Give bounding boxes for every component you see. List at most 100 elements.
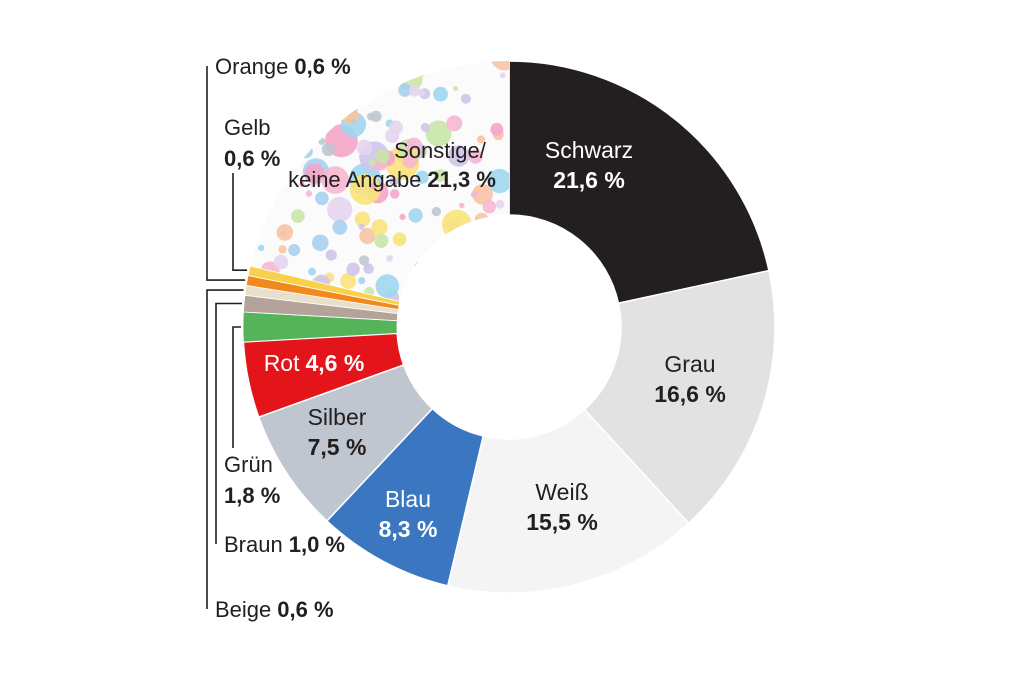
label-beige-name: Beige [215,597,271,622]
confetti-dot [482,200,496,214]
label-gruen-value: 1,8 % [224,483,280,508]
confetti-dot [462,231,479,247]
label-gelb: Gelb 0,6 % [224,115,280,171]
label-grau-value: 16,6 % [654,381,726,407]
confetti-dot [299,181,305,187]
label-blau-value: 8,3 % [379,516,438,542]
label-grau: Grau 16,6 % [654,351,726,407]
slice-schwarz [508,60,770,305]
confetti-dot [408,208,423,223]
confetti-dot [490,61,509,71]
confetti-dot [459,231,471,243]
confetti-dot [472,184,493,205]
confetti-dot [442,209,472,240]
label-rot-value: 4,6 % [305,350,364,376]
confetti-dot [299,144,313,159]
confetti-dot [358,67,371,80]
leader-braun [215,302,242,544]
confetti-dot [290,209,305,224]
label-braun-value: 1,0 % [289,532,345,557]
confetti-dot [448,145,470,167]
confetti-dot [433,86,448,102]
slice-grau [583,269,776,525]
confetti-dot [284,115,313,144]
label-weiss: Weiß 15,5 % [526,479,598,535]
confetti-dot [415,170,429,184]
confetti-dot [490,122,504,136]
confetti-dot [354,211,371,227]
label-orange: Orange 0,6 % [215,54,351,79]
confetti-dot [446,115,463,132]
label-sonstige-value: 21,3 % [427,167,496,192]
leader-lines [206,66,248,609]
label-weiss-name: Weiß [535,479,588,505]
label-schwarz: Schwarz 21,6 % [545,137,633,193]
confetti-dot [417,265,425,273]
label-braun-text: Braun 1,0 % [224,532,345,557]
confetti-dot [369,183,376,190]
confetti-dot [278,245,287,254]
label-beige-value: 0,6 % [277,597,333,622]
confetti-dot [283,90,294,102]
confetti-dot [271,103,279,111]
confetti-dot [477,135,485,144]
confetti-dot [419,275,433,290]
confetti-dot [304,163,325,184]
confetti-dot [282,106,289,113]
label-blau: Blau 8,3 % [379,486,438,542]
confetti-dot [273,123,290,139]
confetti-dot [497,246,506,255]
label-sonstige-name: Sonstige/ [394,138,487,163]
confetti-dot [431,206,442,217]
label-braun: Braun 1,0 % [224,532,345,557]
confetti-dot [250,86,263,100]
confetti-dot [408,85,421,97]
confetti-dot [332,220,348,235]
label-schwarz-value: 21,6 % [553,167,625,193]
confetti-dot [429,262,442,276]
confetti-dot [279,121,294,135]
confetti-dot [405,137,423,154]
label-gelb-name: Gelb [224,115,270,140]
label-silber: Silber 7,5 % [308,404,367,460]
confetti-dot [487,168,509,194]
confetti-dot [472,279,489,296]
confetti-dot [288,244,301,256]
confetti-dot [501,293,507,299]
confetti-dot [398,83,412,97]
confetti-dot [389,61,399,66]
confetti-dot [325,249,337,261]
confetti-dot [359,227,376,245]
label-braun-name: Braun [224,532,283,557]
leader-gruen [232,326,241,448]
confetti-dot [392,232,407,246]
confetti-dot [366,112,375,121]
confetti-dot [463,283,474,295]
confetti-dot [374,233,389,248]
confetti-dot [364,263,370,270]
label-silber-value: 7,5 % [308,434,367,460]
confetti-dot [498,270,506,278]
confetti-dot [386,255,393,262]
confetti-dot [356,139,373,156]
confetti-dot [373,62,384,74]
confetti-dot [459,202,465,209]
confetti-dot [267,123,292,148]
leader-beige [206,289,244,609]
confetti-dot [258,244,265,252]
confetti-dot [389,120,403,135]
slice-labels: Schwarz 21,6 % Grau 16,6 % Weiß 15,5 % Blau 8,3… [215,54,726,622]
confetti-dot [318,137,326,145]
confetti-dot [266,85,276,95]
label-grau-name: Grau [664,351,715,377]
confetti-dot [461,232,474,245]
confetti-dot [312,234,329,252]
label-weiss-value: 15,5 % [526,509,598,535]
label-rot-name: Rot [264,350,300,376]
confetti-dot [402,153,418,169]
label-blau-name: Blau [385,486,431,512]
confetti-dot [460,93,471,104]
confetti-dot [468,149,483,164]
label-silber-name: Silber [308,404,367,430]
confetti-dot [470,191,478,198]
